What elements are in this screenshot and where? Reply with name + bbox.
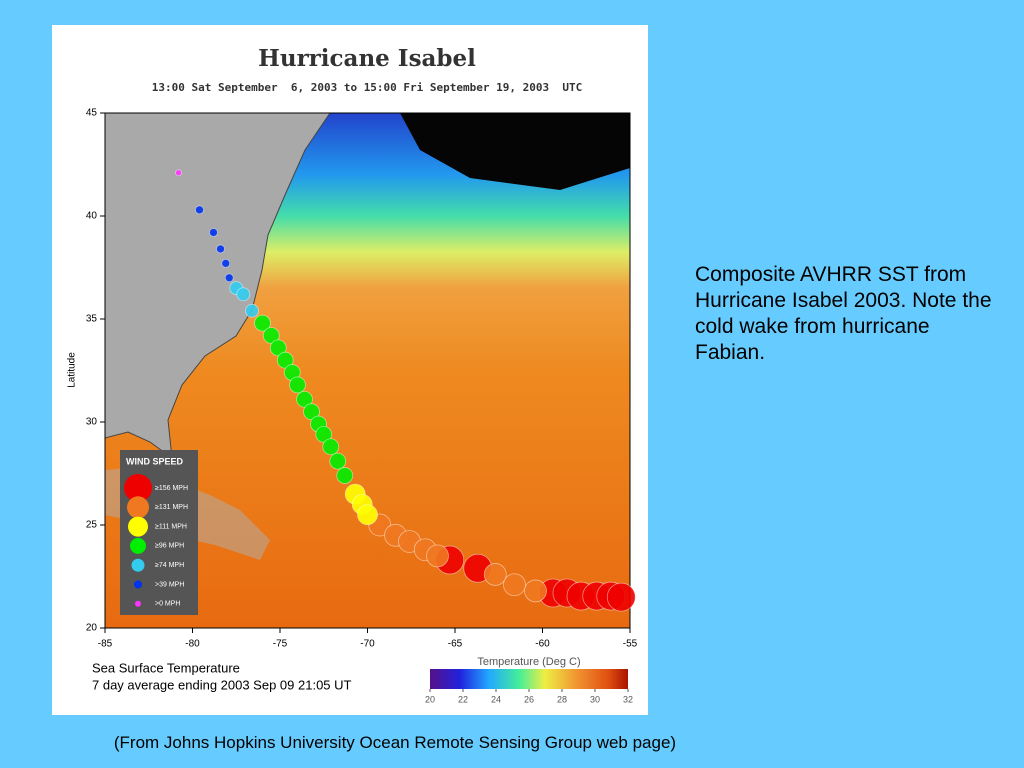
track-point: [289, 376, 306, 394]
colorbar-tick-label: 32: [623, 694, 633, 704]
track-point: [606, 582, 636, 612]
source-note: (From Johns Hopkins University Ocean Rem…: [113, 733, 677, 752]
track-point: [216, 244, 225, 254]
footer-line: 7 day average ending 2003 Sep 09 21:05 U…: [92, 677, 352, 692]
colorbar-tick-label: 28: [557, 694, 567, 704]
land: [104, 112, 331, 460]
legend-title: WIND SPEED: [126, 456, 184, 466]
y-tick-label: 35: [86, 314, 98, 325]
legend-label: ≥156 MPH: [155, 485, 188, 492]
x-tick-label: -85: [98, 639, 113, 650]
y-tick-label: 20: [86, 623, 98, 634]
x-tick-label: -65: [448, 639, 463, 650]
legend-swatch: [134, 580, 142, 589]
track-point: [483, 563, 507, 586]
legend-label: ≥111 MPH: [155, 523, 187, 530]
track-point: [426, 544, 449, 568]
y-tick-label: 40: [86, 211, 98, 222]
y-axis-label: Latitude: [67, 352, 78, 388]
colorbar-tick-label: 20: [425, 694, 435, 704]
legend-label: ≥131 MPH: [155, 504, 188, 511]
land-cold-region: [400, 113, 630, 190]
footer-line: Sea Surface Temperature: [92, 660, 240, 675]
track-point: [524, 579, 547, 603]
colorbar-tick-label: 22: [458, 694, 468, 704]
track-point: [209, 228, 218, 237]
legend-label: >0 MPH: [155, 601, 180, 608]
x-tick-label: -60: [535, 639, 550, 650]
legend-label: >39 MPH: [155, 581, 184, 588]
map-subtitle: 13:00 Sat September 6, 2003 to 15:00 Fri…: [152, 81, 582, 94]
colorbar-tick-label: 30: [590, 694, 600, 704]
y-tick-label: 45: [86, 108, 98, 119]
colorbar: [430, 669, 628, 689]
track-point: [322, 438, 340, 456]
track-point: [175, 169, 182, 177]
legend-swatch: [131, 558, 145, 572]
y-tick-label: 30: [86, 417, 98, 428]
track-point: [245, 303, 259, 318]
track-point: [195, 205, 204, 215]
track-point: [236, 287, 251, 302]
colorbar-label: Temperature (Deg C): [477, 656, 580, 668]
track-point: [224, 273, 234, 283]
colorbar-tick-label: 26: [524, 694, 534, 704]
legend-swatch: [128, 516, 148, 537]
track-point: [329, 452, 347, 470]
legend-swatch: [124, 474, 152, 502]
track-point: [357, 504, 378, 526]
y-tick-label: 25: [86, 520, 98, 531]
legend-label: ≥74 MPH: [155, 562, 184, 569]
map-title: Hurricane Isabel: [258, 45, 476, 72]
track-point: [254, 314, 271, 332]
legend-swatch: [135, 600, 141, 607]
x-tick-label: -70: [360, 639, 375, 650]
track-point: [503, 573, 526, 597]
legend-swatch: [127, 496, 149, 519]
track-point: [336, 467, 354, 484]
figure: Hurricane Isabel 13:00 Sat September 6, …: [52, 25, 648, 715]
x-tick-label: -75: [273, 639, 288, 650]
caption: Composite AVHRR SST from Hurricane Isabe…: [695, 263, 992, 364]
legend-label: ≥96 MPH: [155, 543, 184, 550]
track-point: [221, 258, 231, 268]
colorbar-tick-label: 24: [491, 694, 501, 704]
x-tick-label: -80: [185, 639, 200, 650]
legend-swatch: [130, 537, 146, 554]
x-tick-label: -55: [623, 639, 638, 650]
